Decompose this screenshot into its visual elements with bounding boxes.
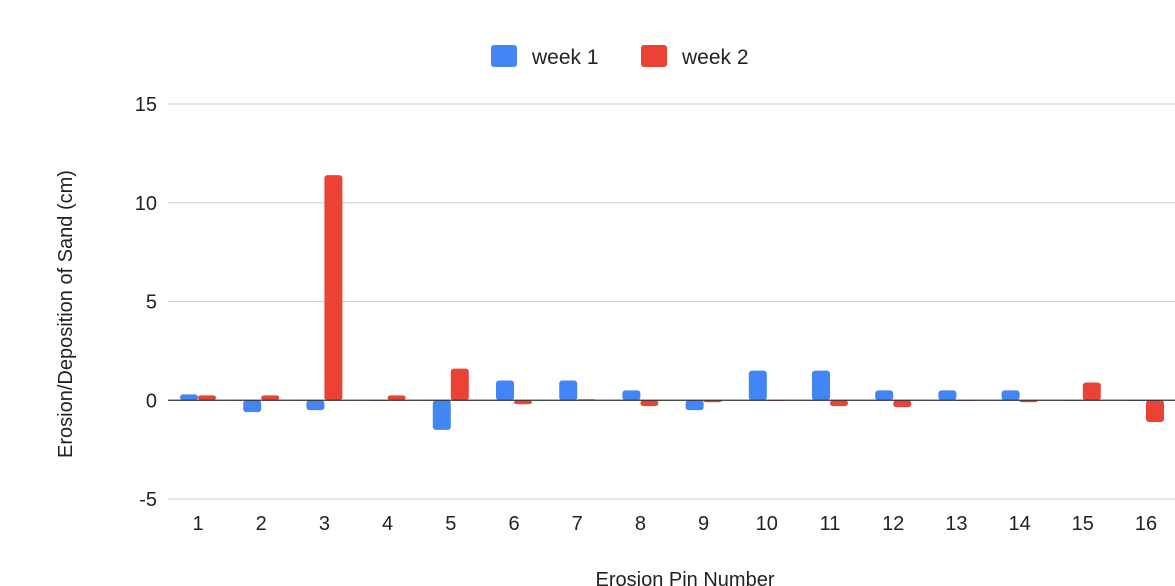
x-tick-label: 12 <box>882 513 904 535</box>
legend-swatch-week-1 <box>491 45 517 67</box>
bar-week-2-6 <box>514 400 532 405</box>
bar-week-1-2 <box>243 400 262 413</box>
bar-week-1-13 <box>938 390 957 401</box>
gridlines <box>168 103 1175 500</box>
x-tick-label: 6 <box>508 513 519 535</box>
x-tick-label: 15 <box>1072 513 1094 535</box>
x-tick-label: 4 <box>382 513 393 535</box>
y-tick-label: 15 <box>135 94 157 116</box>
bar-week-2-2 <box>261 395 280 401</box>
bar-week-1-5 <box>432 400 451 430</box>
bar-week-1-1 <box>180 394 198 401</box>
bar-week-2-12 <box>893 400 912 408</box>
x-tick-label: 10 <box>756 513 778 535</box>
x-tick-label: 9 <box>698 513 709 535</box>
bar-week-1-14 <box>1001 390 1020 401</box>
bar-week-1-9 <box>685 400 704 411</box>
bar-week-1-12 <box>875 390 894 401</box>
bar-week-2-5 <box>450 368 469 401</box>
x-tick-label: 14 <box>1008 513 1030 535</box>
y-tick-label: -5 <box>139 489 157 511</box>
bar-week-2-8 <box>640 400 659 407</box>
bar-week-2-4 <box>387 395 406 401</box>
bar-week-2-11 <box>830 400 848 407</box>
x-tick-label: 13 <box>945 513 967 535</box>
x-tick-label: 16 <box>1135 513 1157 535</box>
x-axis-ticks: 1 2 3 4 5 6 7 8 9 10 11 12 13 14 15 16 <box>192 513 1157 535</box>
y-tick-label: 10 <box>135 193 157 215</box>
x-tick-label: 5 <box>445 513 456 535</box>
bar-week-1-6 <box>496 380 514 401</box>
bar-week-1-7 <box>559 380 578 401</box>
legend-label-week-2: week 2 <box>681 46 749 69</box>
bars <box>180 175 1164 430</box>
x-tick-label: 2 <box>256 513 267 535</box>
bar-week-1-3 <box>306 400 325 411</box>
y-tick-label: 5 <box>146 292 157 314</box>
bar-week-2-15 <box>1082 382 1101 401</box>
legend-label-week-1: week 1 <box>531 46 599 69</box>
bar-week-2-3 <box>324 175 343 401</box>
bar-week-1-11 <box>812 370 830 401</box>
bar-week-2-16 <box>1146 400 1164 422</box>
legend: week 1 week 2 <box>491 45 749 69</box>
y-axis-title: Erosion/Deposition of Sand (cm) <box>55 170 77 458</box>
y-tick-label: 0 <box>146 390 157 412</box>
x-tick-label: 1 <box>192 513 203 535</box>
x-tick-label: 7 <box>572 513 583 535</box>
bar-week-2-1 <box>198 395 216 401</box>
x-tick-label: 3 <box>319 513 330 535</box>
bar-week-1-8 <box>622 390 641 401</box>
y-axis-ticks: -5 0 5 10 15 <box>135 94 157 511</box>
x-axis-title: Erosion Pin Number <box>596 569 775 586</box>
legend-swatch-week-2 <box>641 45 667 67</box>
bar-week-1-10 <box>748 370 767 401</box>
x-tick-label: 8 <box>635 513 646 535</box>
x-tick-label: 11 <box>820 513 841 535</box>
